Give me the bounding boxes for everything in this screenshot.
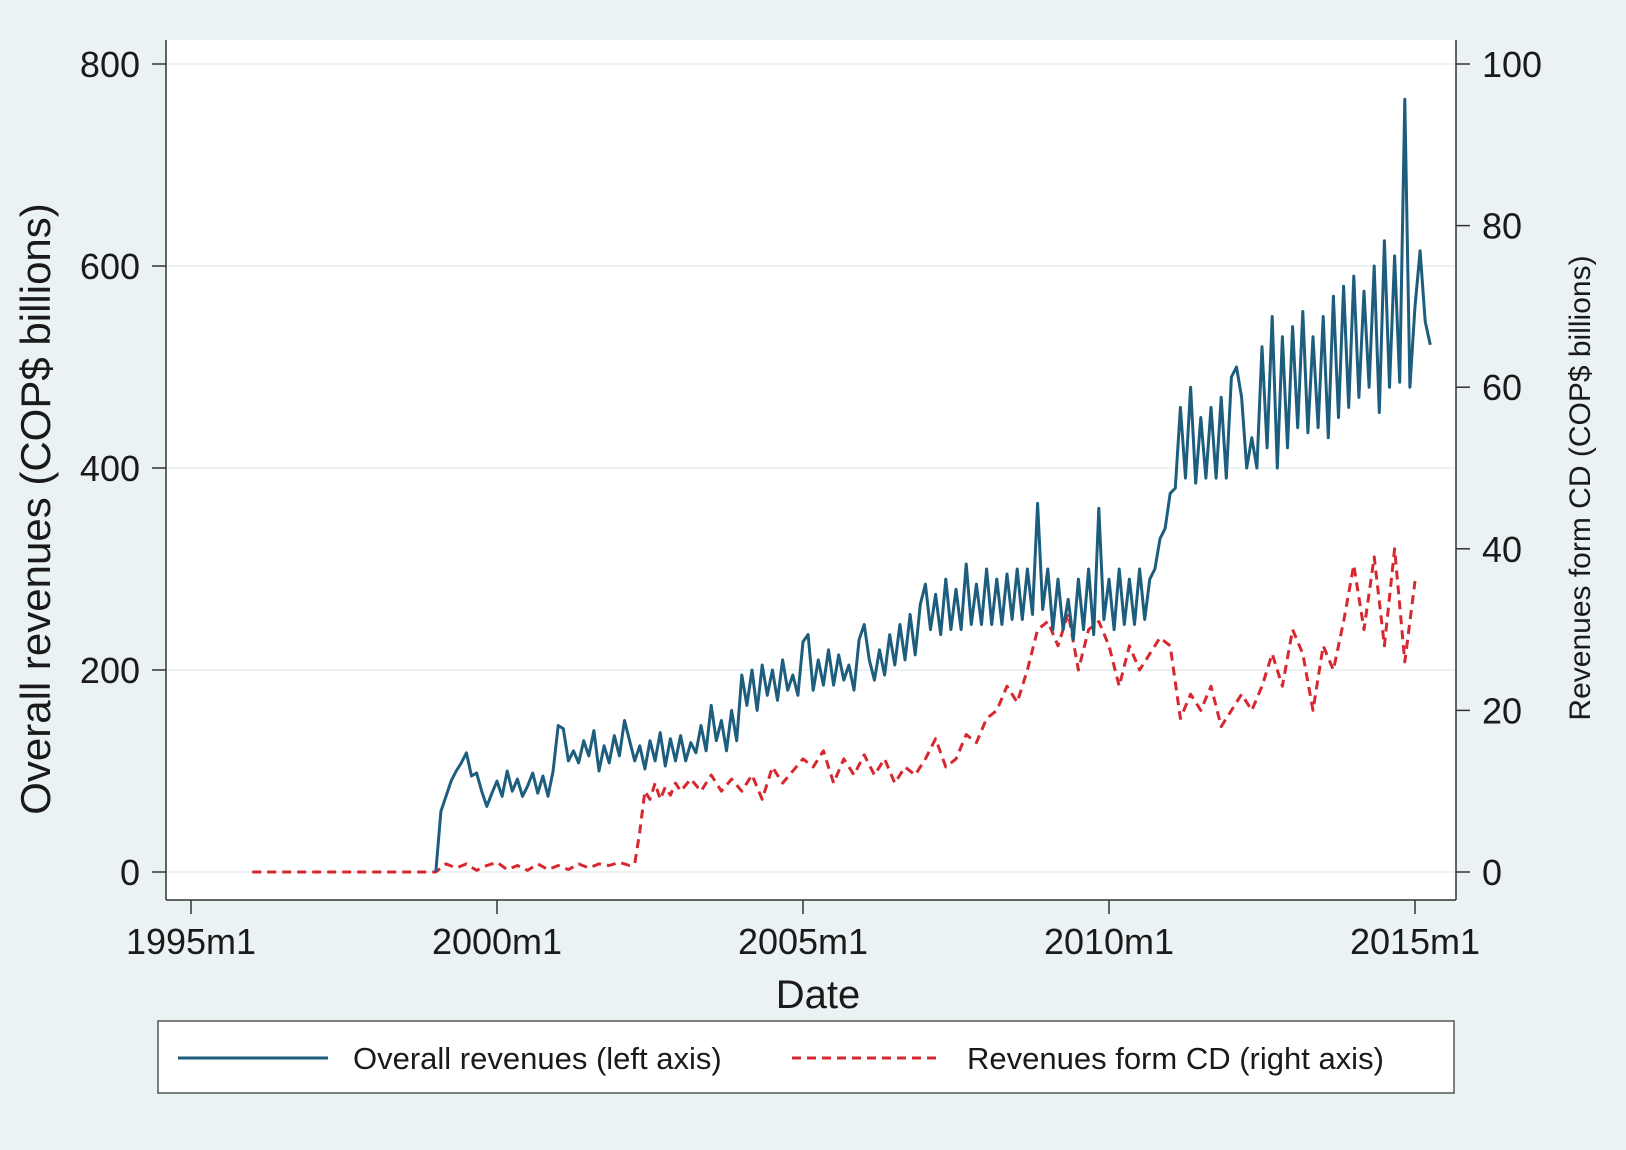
right-tick-label-80: 80 — [1482, 206, 1522, 247]
right-tick-label-0: 0 — [1482, 852, 1502, 893]
x-tick-label-2005m1: 2005m1 — [738, 921, 868, 962]
legend-box — [157, 1020, 1455, 1094]
x-axis-ticks: 1995m1 2000m1 2005m1 2010m1 2015m1 — [126, 900, 1480, 962]
left-axis-ticks: 0 200 400 600 800 — [80, 44, 166, 893]
legend-label-cd: Revenues form CD (right axis) — [967, 1041, 1384, 1076]
left-axis-title: Overall revenues (COP$ billions) — [12, 203, 59, 815]
left-tick-label-400: 400 — [80, 448, 140, 489]
series-line-overall-revenues — [434, 97, 1432, 873]
left-tick-label-800: 800 — [80, 44, 140, 85]
x-tick-label-1995m1: 1995m1 — [126, 921, 256, 962]
x-tick-label-2015m1: 2015m1 — [1350, 921, 1480, 962]
right-tick-label-100: 100 — [1482, 44, 1542, 85]
x-tick-label-2000m1: 2000m1 — [432, 921, 562, 962]
right-axis-title: Revenues form CD (COP$ billions) — [1564, 255, 1597, 720]
legend-label-overall: Overall revenues (left axis) — [353, 1041, 722, 1076]
series-layer — [252, 97, 1432, 874]
legend: Overall revenues (left axis) Revenues fo… — [157, 1020, 1455, 1094]
left-tick-label-600: 600 — [80, 246, 140, 287]
x-tick-label-2010m1: 2010m1 — [1044, 921, 1174, 962]
series-line-revenues-cd — [252, 547, 1417, 874]
right-axis-ticks: 0 20 40 60 80 100 — [1456, 44, 1542, 893]
left-tick-label-200: 200 — [80, 650, 140, 691]
gridlines — [166, 63, 1456, 873]
right-tick-label-40: 40 — [1482, 529, 1522, 570]
plot-area — [166, 40, 1456, 900]
right-tick-label-20: 20 — [1482, 690, 1522, 731]
left-tick-label-0: 0 — [120, 852, 140, 893]
x-axis-title: Date — [776, 973, 861, 1017]
right-tick-label-60: 60 — [1482, 367, 1522, 408]
